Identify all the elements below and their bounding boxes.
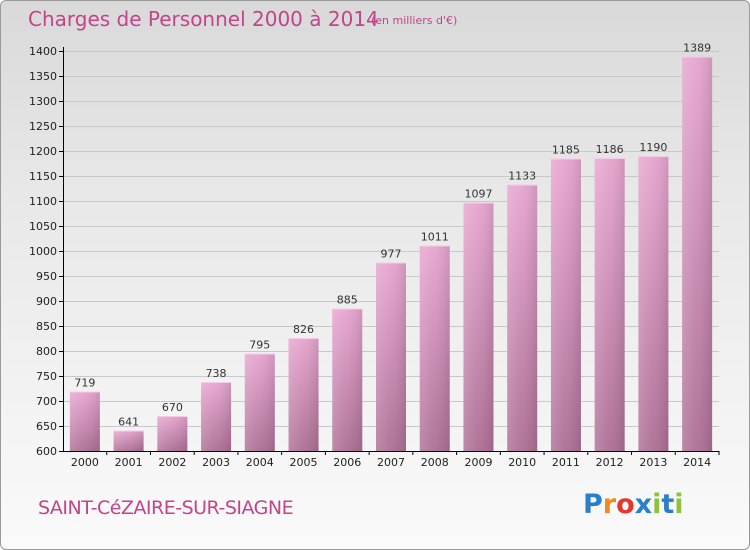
logo-letter: o <box>616 489 635 520</box>
x-tick-label: 2005 <box>290 456 318 469</box>
x-tick-label: 2007 <box>377 456 405 469</box>
y-tick-label: 950 <box>36 270 57 283</box>
y-tick-label: 900 <box>36 295 57 308</box>
logo-letter: r <box>602 489 617 520</box>
x-tick-label: 2001 <box>115 456 143 469</box>
bar-shading <box>507 184 538 451</box>
bar-value-label: 795 <box>249 339 270 352</box>
bar-value-label: 1011 <box>421 231 449 244</box>
bar-shading <box>201 382 232 451</box>
bar-shading <box>332 308 363 451</box>
y-tick-label: 850 <box>36 320 57 333</box>
x-tick-label: 2002 <box>158 456 186 469</box>
y-tick-label: 800 <box>36 345 57 358</box>
x-tick-label: 2008 <box>421 456 449 469</box>
bar-value-label: 1185 <box>552 144 580 157</box>
bar-value-label: 1389 <box>683 42 711 55</box>
bar-shading <box>682 56 713 451</box>
bar-value-label: 1186 <box>596 143 624 156</box>
y-tick-label: 1200 <box>29 145 57 158</box>
city-name: SAINT-CéZAIRE-SUR-SIAGNE <box>38 497 294 519</box>
bar-shading <box>638 156 669 451</box>
y-tick-label: 1000 <box>29 245 57 258</box>
bar-shading <box>113 430 144 451</box>
logo-letter: i <box>652 489 662 520</box>
x-tick-label: 2004 <box>246 456 274 469</box>
bar-value-label: 977 <box>381 248 402 261</box>
bar-shading <box>550 158 581 451</box>
logo-letter: t <box>661 489 675 520</box>
y-tick-label: 1350 <box>29 70 57 83</box>
bar-value-label: 826 <box>293 323 314 336</box>
bar-value-label: 719 <box>74 377 95 390</box>
bar-shading <box>594 158 625 451</box>
bar-shading <box>157 416 188 451</box>
bar-shading <box>69 391 100 451</box>
bar-value-label: 1097 <box>464 188 492 201</box>
bar-shading <box>288 338 319 451</box>
x-tick-label: 2013 <box>639 456 667 469</box>
proxiti-logo: Proxiti <box>583 489 684 520</box>
y-tick-label: 650 <box>36 420 57 433</box>
logo-letter: x <box>634 489 653 520</box>
chart-subtitle: (en milliers d'€) <box>371 14 458 27</box>
x-tick-label: 2009 <box>464 456 492 469</box>
x-tick-label: 2003 <box>202 456 230 469</box>
y-tick-label: 1300 <box>29 95 57 108</box>
bar-value-label: 1190 <box>639 141 667 154</box>
x-tick-label: 2006 <box>333 456 361 469</box>
x-tick-label: 2010 <box>508 456 536 469</box>
y-tick-label: 1400 <box>29 45 57 58</box>
chart-title: Charges de Personnel 2000 à 2014 <box>28 7 379 31</box>
y-tick-label: 1050 <box>29 220 57 233</box>
bar-value-label: 885 <box>337 294 358 307</box>
x-tick-label: 2000 <box>71 456 99 469</box>
x-tick-label: 2014 <box>683 456 711 469</box>
bar-value-label: 738 <box>206 367 227 380</box>
bar-value-label: 1133 <box>508 170 536 183</box>
y-tick-label: 750 <box>36 370 57 383</box>
x-tick-label: 2012 <box>596 456 624 469</box>
bar-value-label: 641 <box>118 416 139 429</box>
bar-shading <box>463 202 494 451</box>
x-tick-label: 2011 <box>552 456 580 469</box>
logo-letter: P <box>583 489 603 520</box>
y-tick-label: 1150 <box>29 170 57 183</box>
y-tick-label: 700 <box>36 395 57 408</box>
logo-letter: i <box>674 489 684 520</box>
y-tick-label: 1250 <box>29 120 57 133</box>
bar-value-label: 670 <box>162 401 183 414</box>
bar-shading <box>376 262 406 451</box>
bar-shading <box>244 353 275 451</box>
bar-shading <box>419 245 450 451</box>
y-tick-label: 600 <box>36 445 57 458</box>
y-tick-label: 1100 <box>29 195 57 208</box>
